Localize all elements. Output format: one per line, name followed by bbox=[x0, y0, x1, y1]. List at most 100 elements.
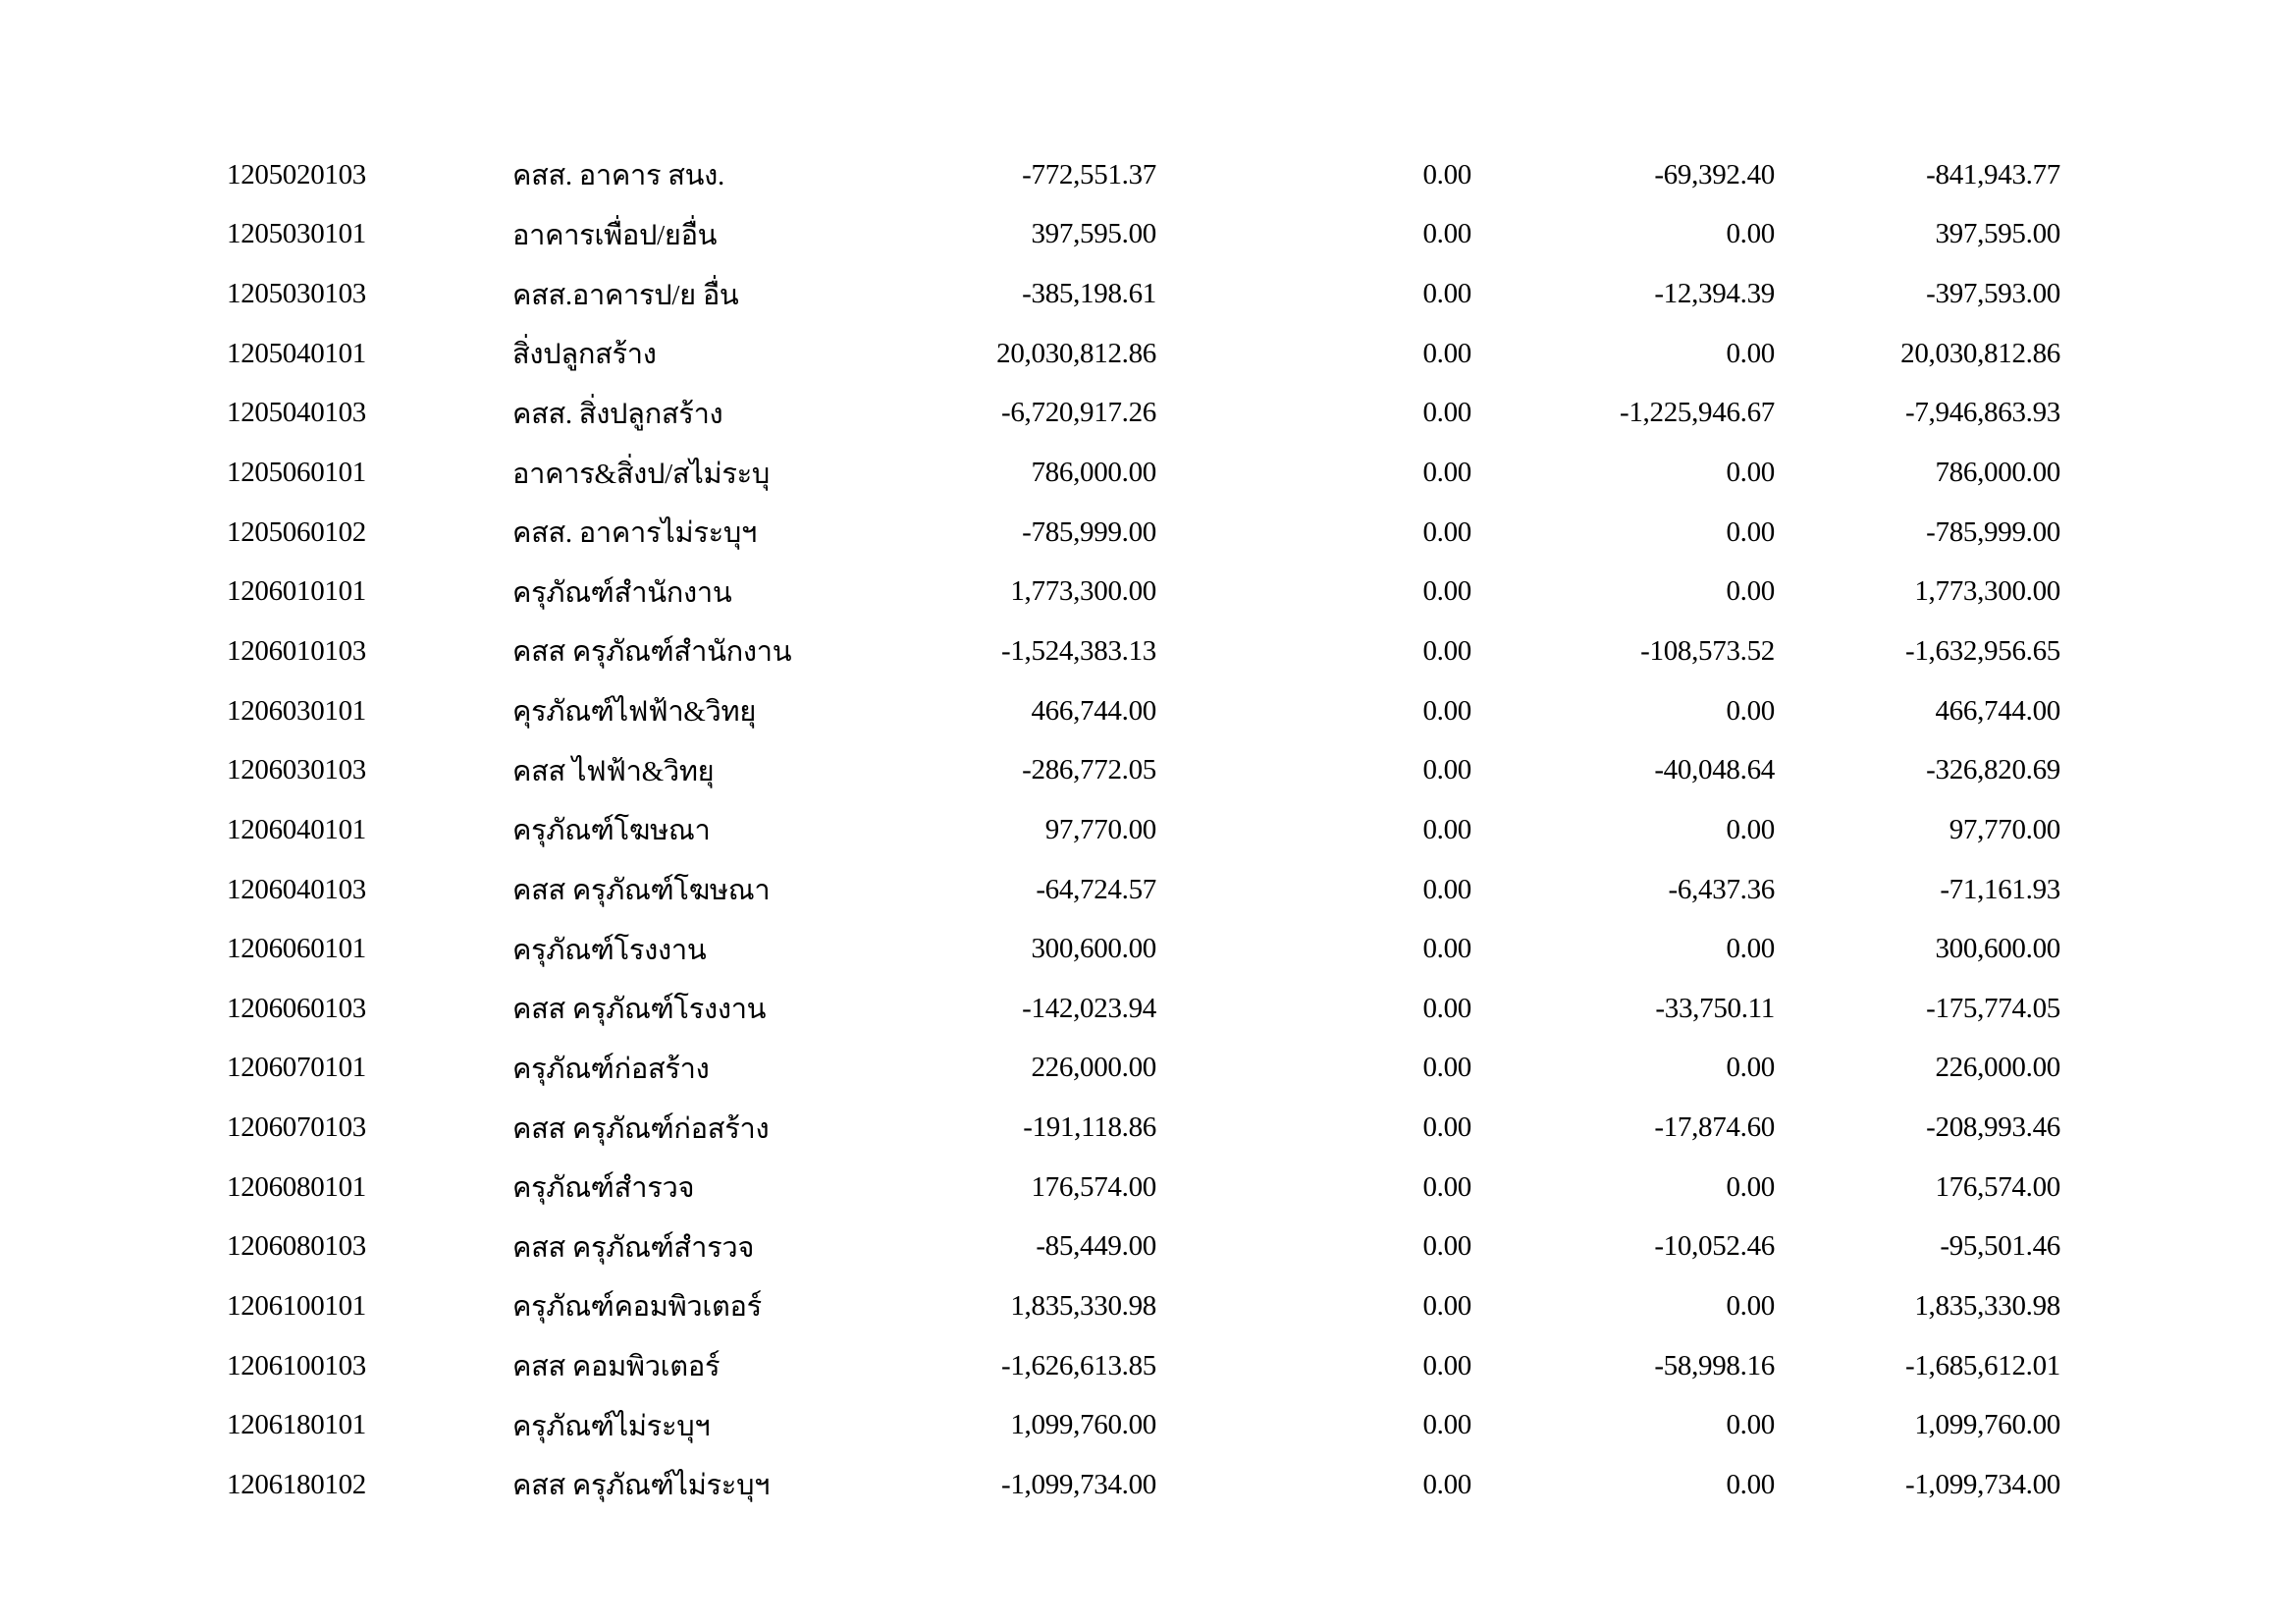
amount-cell: -7,946,863.93 bbox=[1904, 397, 2060, 429]
account-code-cell: 1206030101 bbox=[227, 694, 367, 727]
amount-cell: -95,501.46 bbox=[1940, 1230, 2060, 1263]
account-code-cell: 1206070101 bbox=[227, 1052, 367, 1084]
amount-cell: 0.00 bbox=[1422, 1468, 1471, 1500]
account-name-cell: ครุภัณฑ์ก่อสร้าง bbox=[512, 1053, 710, 1085]
table-row: 1205040103 คสส. สิ่งปลูกสร้าง -6,720,917.2… bbox=[0, 384, 2296, 444]
amount-cell: 0.00 bbox=[1422, 1409, 1471, 1441]
table-row: 1206180101 ครุภัณฑ์ไม่ระบุฯ 1,099,760.00 0.… bbox=[0, 1395, 2296, 1455]
amount-cell: 0.00 bbox=[1422, 278, 1471, 310]
account-code-cell: 1205020103 bbox=[227, 158, 367, 190]
table-row: 1206030101 คุรภัณฑ์ไฟฟ้า&วิทยุ 466,744.00 0… bbox=[0, 681, 2296, 741]
amount-cell: 226,000.00 bbox=[1935, 1052, 2060, 1084]
amount-cell: -397,593.00 bbox=[1926, 278, 2060, 310]
amount-cell: 20,030,812.86 bbox=[996, 337, 1156, 369]
amount-cell: 97,770.00 bbox=[1949, 813, 2061, 845]
amount-cell: -1,524,383.13 bbox=[1000, 634, 1156, 667]
amount-cell: -785,999.00 bbox=[1926, 515, 2060, 548]
table-row: 1206040103 คสส ครุภัณฑ์โฆษณา -64,724.57 0.0… bbox=[0, 860, 2296, 920]
amount-cell: -1,632,956.65 bbox=[1904, 634, 2060, 667]
amount-cell: 0.00 bbox=[1422, 754, 1471, 786]
account-name-cell: อาคาร&สิ่งป/สไม่ระบุ bbox=[512, 458, 771, 490]
amount-cell: 0.00 bbox=[1422, 1052, 1471, 1084]
account-code-cell: 1206080103 bbox=[227, 1230, 367, 1263]
amount-cell: 0.00 bbox=[1422, 1111, 1471, 1144]
amount-cell: 0.00 bbox=[1726, 575, 1775, 608]
amount-cell: -69,392.40 bbox=[1654, 158, 1775, 190]
account-name-cell: คสส ครุภัณฑ์โรงงาน bbox=[512, 994, 767, 1026]
amount-cell: -108,573.52 bbox=[1640, 634, 1775, 667]
amount-cell: -64,724.57 bbox=[1036, 873, 1156, 905]
table-row: 1206180102 คสส ครุภัณฑ์ไม่ระบุฯ -1,099,734… bbox=[0, 1455, 2296, 1515]
amount-cell: 0.00 bbox=[1726, 694, 1775, 727]
account-code-cell: 1205040101 bbox=[227, 337, 367, 369]
account-name-cell: ครุภัณฑ์ไม่ระบุฯ bbox=[512, 1410, 711, 1442]
account-name-cell: คสส ไฟฟ้า&วิทยุ bbox=[512, 755, 715, 787]
amount-cell: 0.00 bbox=[1422, 634, 1471, 667]
account-code-cell: 1206100103 bbox=[227, 1349, 367, 1381]
amount-cell: -772,551.37 bbox=[1022, 158, 1156, 190]
amount-cell: 0.00 bbox=[1422, 457, 1471, 489]
amount-cell: 1,835,330.98 bbox=[1010, 1289, 1156, 1322]
amount-cell: 0.00 bbox=[1726, 218, 1775, 250]
table-row: 1205030103 คสส.อาคารป/ย อื่น -385,198.61 0.… bbox=[0, 264, 2296, 324]
amount-cell: 786,000.00 bbox=[1935, 457, 2060, 489]
amount-cell: 1,099,760.00 bbox=[1914, 1409, 2060, 1441]
account-code-cell: 1205060102 bbox=[227, 515, 367, 548]
amount-cell: 300,600.00 bbox=[1935, 933, 2060, 965]
amount-cell: 0.00 bbox=[1422, 1349, 1471, 1381]
account-code-cell: 1206040101 bbox=[227, 813, 367, 845]
table-row: 1206070103 คสส ครุภัณฑ์ก่อสร้าง -191,118.8… bbox=[0, 1098, 2296, 1158]
amount-cell: 1,773,300.00 bbox=[1914, 575, 2060, 608]
account-name-cell: คสส ครุภัณฑ์ก่อสร้าง bbox=[512, 1112, 770, 1145]
amount-cell: 0.00 bbox=[1422, 873, 1471, 905]
account-name-cell: คสส ครุภัณฑ์สำนักงาน bbox=[512, 636, 792, 669]
amount-cell: -1,626,613.85 bbox=[1000, 1349, 1156, 1381]
amount-cell: 0.00 bbox=[1726, 933, 1775, 965]
amount-cell: -326,820.69 bbox=[1926, 754, 2060, 786]
amount-cell: -10,052.46 bbox=[1654, 1230, 1775, 1263]
account-name-cell: คสส คอมพิวเตอร์ bbox=[512, 1351, 721, 1383]
amount-cell: 466,744.00 bbox=[1031, 694, 1156, 727]
amount-cell: 0.00 bbox=[1422, 694, 1471, 727]
amount-cell: 20,030,812.86 bbox=[1900, 337, 2060, 369]
amount-cell: -17,874.60 bbox=[1654, 1111, 1775, 1144]
account-code-cell: 1206010101 bbox=[227, 575, 367, 608]
amount-cell: 0.00 bbox=[1726, 1409, 1775, 1441]
amount-cell: 397,595.00 bbox=[1935, 218, 2060, 250]
amount-cell: 0.00 bbox=[1422, 337, 1471, 369]
amount-cell: -142,023.94 bbox=[1022, 992, 1156, 1024]
account-name-cell: ครุภัณฑ์สำรวจ bbox=[512, 1172, 695, 1205]
amount-cell: 97,770.00 bbox=[1044, 813, 1157, 845]
account-name-cell: คสส ครุภัณฑ์สำรวจ bbox=[512, 1231, 755, 1264]
amount-cell: -71,161.93 bbox=[1940, 873, 2060, 905]
account-name-cell: คสส ครุภัณฑ์โฆษณา bbox=[512, 875, 771, 906]
account-code-cell: 1206040103 bbox=[227, 873, 367, 905]
amount-cell: 0.00 bbox=[1726, 813, 1775, 845]
amount-cell: 0.00 bbox=[1726, 515, 1775, 548]
amount-cell: 0.00 bbox=[1726, 457, 1775, 489]
amount-cell: 0.00 bbox=[1422, 813, 1471, 845]
amount-cell: 1,835,330.98 bbox=[1914, 1289, 2060, 1322]
account-name-cell: คุรภัณฑ์ไฟฟ้า&วิทยุ bbox=[512, 696, 757, 729]
amount-cell: 0.00 bbox=[1422, 218, 1471, 250]
account-code-cell: 1205030103 bbox=[227, 278, 367, 310]
account-code-cell: 1206060103 bbox=[227, 992, 367, 1024]
amount-cell: 0.00 bbox=[1726, 1468, 1775, 1500]
account-name-cell: คสส.อาคารป/ย อื่น bbox=[512, 279, 739, 311]
account-code-cell: 1206180101 bbox=[227, 1409, 367, 1441]
amount-cell: 1,773,300.00 bbox=[1010, 575, 1156, 608]
table-row: 1206060101 ครุภัณฑ์โรงงาน 300,600.00 0.00 0.… bbox=[0, 919, 2296, 979]
account-code-cell: 1206060101 bbox=[227, 933, 367, 965]
table-row: 1206100103 คสส คอมพิวเตอร์ -1,626,613.85 0.… bbox=[0, 1336, 2296, 1396]
amount-cell: 0.00 bbox=[1422, 1230, 1471, 1263]
account-name-cell: อาคารเพื่อป/ยอื่น bbox=[512, 219, 718, 251]
table-row: 1205040101 สิ่งปลูกสร้าง 20,030,812.86 0.00… bbox=[0, 324, 2296, 384]
account-name-cell: ครุภัณฑ์โฆษณา bbox=[512, 815, 711, 847]
amount-cell: 1,099,760.00 bbox=[1010, 1409, 1156, 1441]
amount-cell: -1,225,946.67 bbox=[1619, 397, 1775, 429]
amount-cell: 0.00 bbox=[1422, 158, 1471, 190]
amount-cell: 0.00 bbox=[1726, 337, 1775, 369]
account-name-cell: คสส ครุภัณฑ์ไม่ระบุฯ bbox=[512, 1470, 771, 1502]
account-name-cell: คสส. อาคารไม่ระบุฯ bbox=[512, 517, 758, 550]
